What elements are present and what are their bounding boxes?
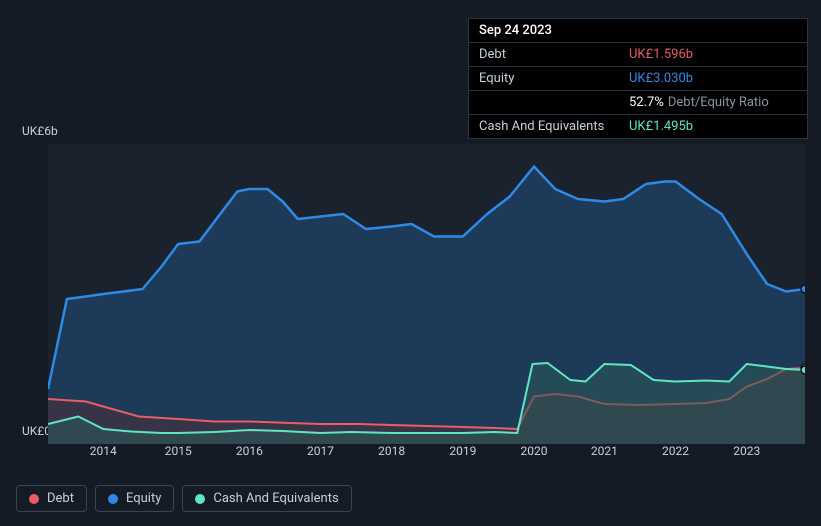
x-tick-label: 2016 bbox=[236, 444, 263, 458]
x-tick-label: 2015 bbox=[165, 444, 192, 458]
chart-container: UK£6b UK£0 20142015201620172018201920202… bbox=[16, 130, 805, 470]
x-axis-labels: 2014 2015 2016 2017 2018 2019 2020 2021 2022 2023 bbox=[48, 444, 805, 462]
x-tick-label: 2018 bbox=[378, 444, 405, 458]
tooltip-row-value: UK£3.030b bbox=[629, 71, 797, 86]
legend-item-debt[interactable]: Debt bbox=[16, 485, 87, 512]
legend-swatch bbox=[195, 494, 205, 504]
x-tick-label: 2019 bbox=[449, 444, 476, 458]
legend: Debt Equity Cash And Equivalents bbox=[16, 485, 352, 512]
y-axis-max-label: UK£6b bbox=[22, 124, 58, 138]
y-axis-min-label: UK£0 bbox=[22, 424, 51, 438]
series-marker-equity bbox=[801, 285, 805, 293]
tooltip-row-value: UK£1.596b bbox=[629, 47, 797, 62]
tooltip-row-value: 52.7%Debt/Equity Ratio bbox=[629, 95, 797, 110]
x-tick-label: 2014 bbox=[90, 444, 117, 458]
legend-label: Equity bbox=[126, 491, 161, 506]
legend-item-equity[interactable]: Equity bbox=[95, 485, 174, 512]
tooltip-row-label bbox=[479, 95, 629, 110]
tooltip-row: Cash And EquivalentsUK£1.495b bbox=[469, 115, 807, 138]
x-tick-label: 2022 bbox=[662, 444, 689, 458]
legend-label: Cash And Equivalents bbox=[213, 491, 338, 506]
legend-swatch bbox=[29, 494, 39, 504]
tooltip-row-label: Debt bbox=[479, 47, 629, 62]
tooltip-row: DebtUK£1.596b bbox=[469, 43, 807, 67]
legend-label: Debt bbox=[47, 491, 74, 506]
x-tick-label: 2020 bbox=[520, 444, 547, 458]
area-chart[interactable] bbox=[48, 144, 805, 444]
tooltip-row: EquityUK£3.030b bbox=[469, 67, 807, 91]
tooltip-row-extra: Debt/Equity Ratio bbox=[668, 95, 769, 110]
tooltip-row-value: UK£1.495b bbox=[629, 119, 797, 134]
series-marker-cash-and-equivalents bbox=[801, 366, 805, 374]
tooltip-row-label: Equity bbox=[479, 71, 629, 86]
x-tick-label: 2021 bbox=[591, 444, 618, 458]
legend-swatch bbox=[108, 494, 118, 504]
x-tick-label: 2017 bbox=[307, 444, 334, 458]
tooltip-date: Sep 24 2023 bbox=[469, 19, 807, 43]
tooltip-row-label: Cash And Equivalents bbox=[479, 119, 629, 134]
tooltip-panel: Sep 24 2023 DebtUK£1.596bEquityUK£3.030b… bbox=[468, 18, 808, 139]
x-tick-label: 2023 bbox=[733, 444, 760, 458]
legend-item-cash-and-equivalents[interactable]: Cash And Equivalents bbox=[182, 485, 351, 512]
tooltip-row: 52.7%Debt/Equity Ratio bbox=[469, 91, 807, 115]
